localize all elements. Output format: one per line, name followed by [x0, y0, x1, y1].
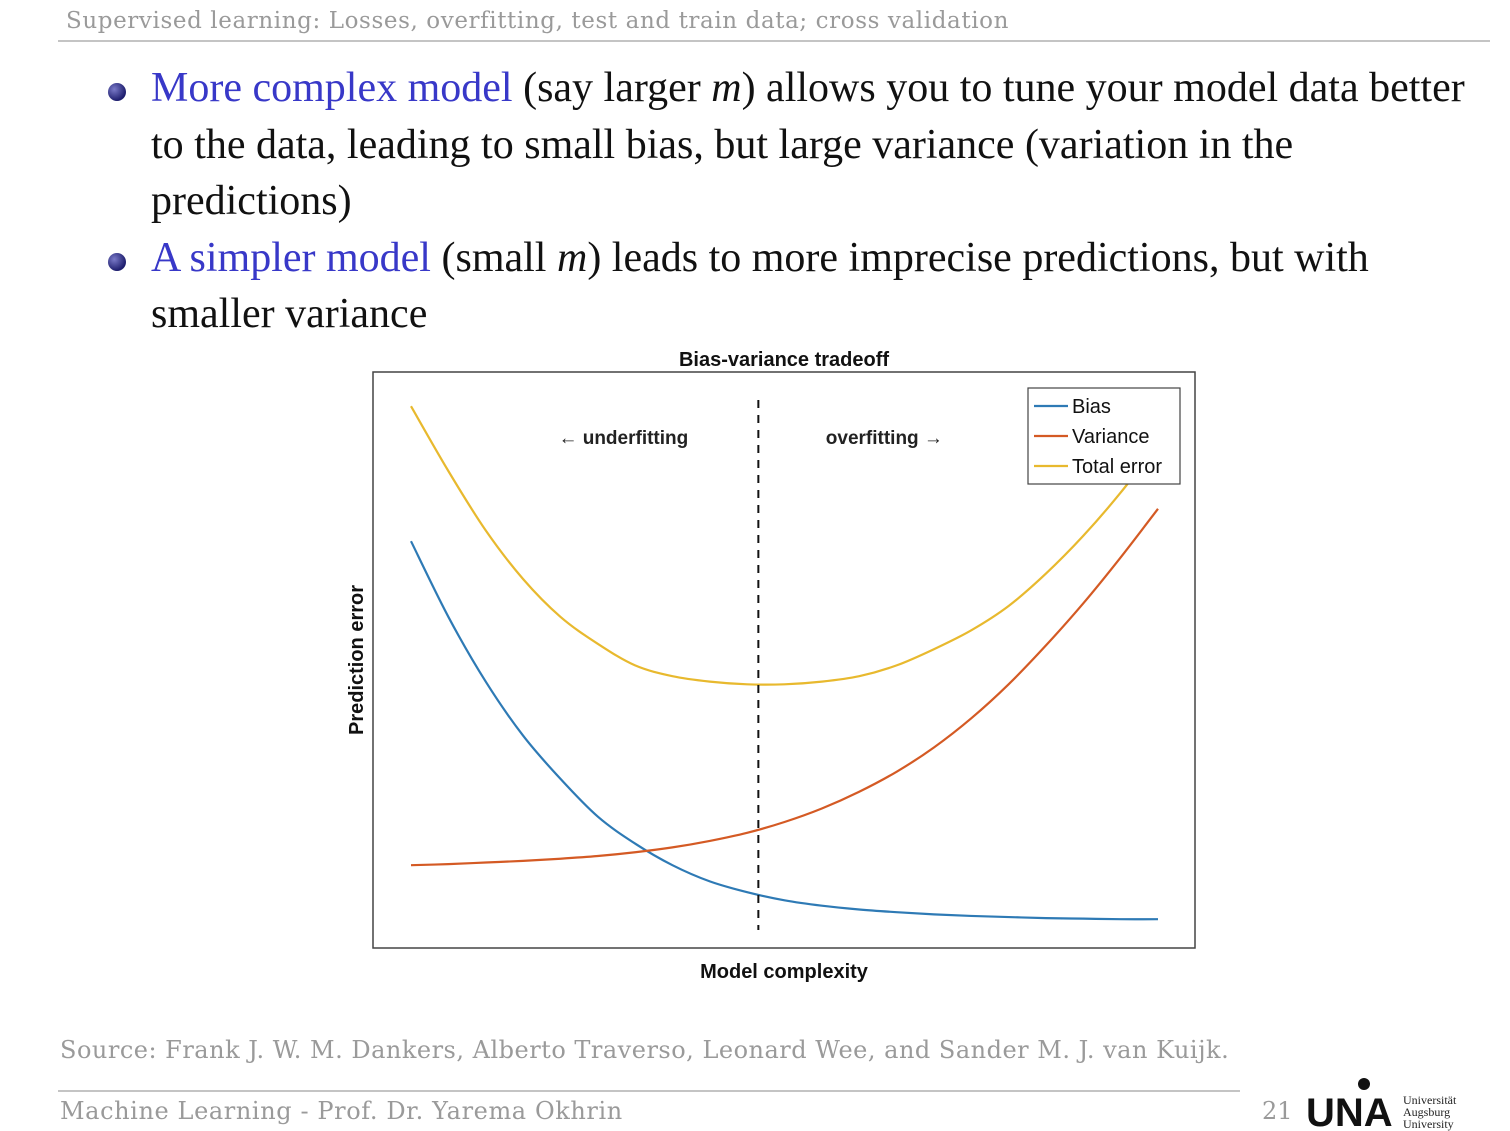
footer-text: Machine Learning - Prof. Dr. Yarema Okhr… [60, 1097, 623, 1125]
bullet-item-complex: More complex model (say larger m) allows… [100, 60, 1500, 230]
chart-title: Bias-variance tradeoff [679, 349, 889, 371]
bullet-text: ) leads to more imprecise predictions, b… [151, 234, 1369, 338]
chart-svg: Bias-variance tradeoff Model complexity … [346, 349, 1196, 983]
x-axis-label: Model complexity [700, 961, 869, 983]
logo-caption-line: Universität [1403, 1093, 1457, 1107]
bullet-highlight: More complex model [151, 65, 513, 111]
chart-legend: Bias Variance Total error [1027, 387, 1181, 485]
bullet-list: More complex model (say larger m) allows… [100, 60, 1500, 343]
bullet-text: ) allows you to tune your model data bet… [151, 65, 1465, 224]
footer-rule [58, 1090, 1240, 1092]
bullet-math-m: m [556, 234, 588, 281]
svg-text:UNA: UNA [1306, 1091, 1393, 1130]
university-logo: UNA [1306, 1078, 1393, 1130]
legend-label: Total error [1072, 456, 1162, 478]
overfitting-label: overfitting → [826, 428, 943, 449]
series-line-bias [410, 540, 1159, 921]
plot-frame [372, 371, 1196, 949]
logo-caption-line: Augsburg [1403, 1105, 1451, 1119]
y-axis-label: Prediction error [346, 585, 368, 735]
legend-label: Variance [1072, 426, 1149, 448]
series-line-total-error [410, 405, 1159, 686]
curves-group [410, 405, 1159, 921]
bullet-highlight: A simpler model [151, 234, 431, 281]
header-title: Supervised learning: Losses, overfitting… [66, 8, 1010, 34]
bullet-dot-icon [108, 83, 126, 101]
logo-caption: Universität Augsburg University [1403, 1094, 1456, 1130]
bullet-dot-icon [108, 252, 126, 271]
bullet-text: (small [430, 234, 557, 281]
bullet-math-m: m [711, 65, 742, 111]
bullet-text: (say larger [512, 65, 712, 111]
source-citation: Source: Frank J. W. M. Dankers, Alberto … [60, 1036, 1230, 1064]
logo-caption-line: University [1403, 1117, 1454, 1131]
header-rule [58, 40, 1490, 42]
series-line-variance [410, 508, 1159, 867]
bias-variance-chart: Bias-variance tradeoff Model complexity … [330, 340, 1230, 1000]
bullet-item-simple: A simpler model (small m) leads to more … [100, 230, 1500, 343]
legend-label: Bias [1072, 396, 1111, 418]
underfitting-label: ← underfitting [558, 428, 688, 449]
page-number: 21 [1262, 1097, 1293, 1125]
